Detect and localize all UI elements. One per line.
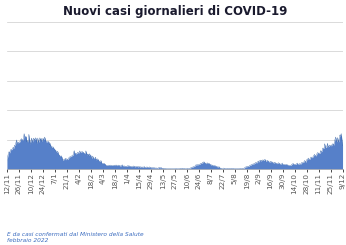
Text: E da casi confermati dal Ministero della Salute
febbraio 2022: E da casi confermati dal Ministero della… [7, 232, 144, 243]
Title: Nuovi casi giornalieri di COVID-19: Nuovi casi giornalieri di COVID-19 [63, 5, 287, 18]
